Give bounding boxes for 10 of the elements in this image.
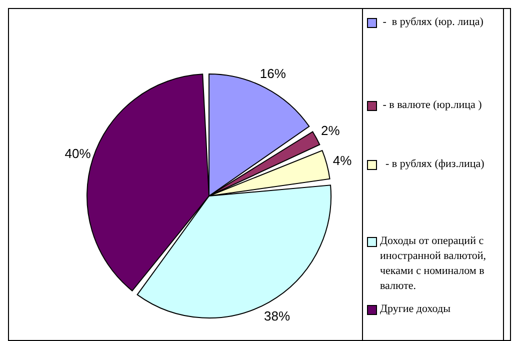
data-label: 16% xyxy=(260,66,286,82)
legend-label: - в валюте (юр.лица ) xyxy=(382,98,482,113)
legend-label: Другие доходы xyxy=(380,302,450,317)
legend-label: - в рублях (юр. лица) xyxy=(382,15,484,30)
data-label: 2% xyxy=(321,122,340,138)
data-label: 40% xyxy=(64,146,92,161)
legend-label: - в рублях (физ.лица) xyxy=(384,157,484,172)
data-label: 38% xyxy=(264,308,291,324)
data-label: 4% xyxy=(332,152,352,168)
legend-label: Доходы от операций с иностранной валютой, чеками с номиналом в валюте. xyxy=(380,234,488,294)
